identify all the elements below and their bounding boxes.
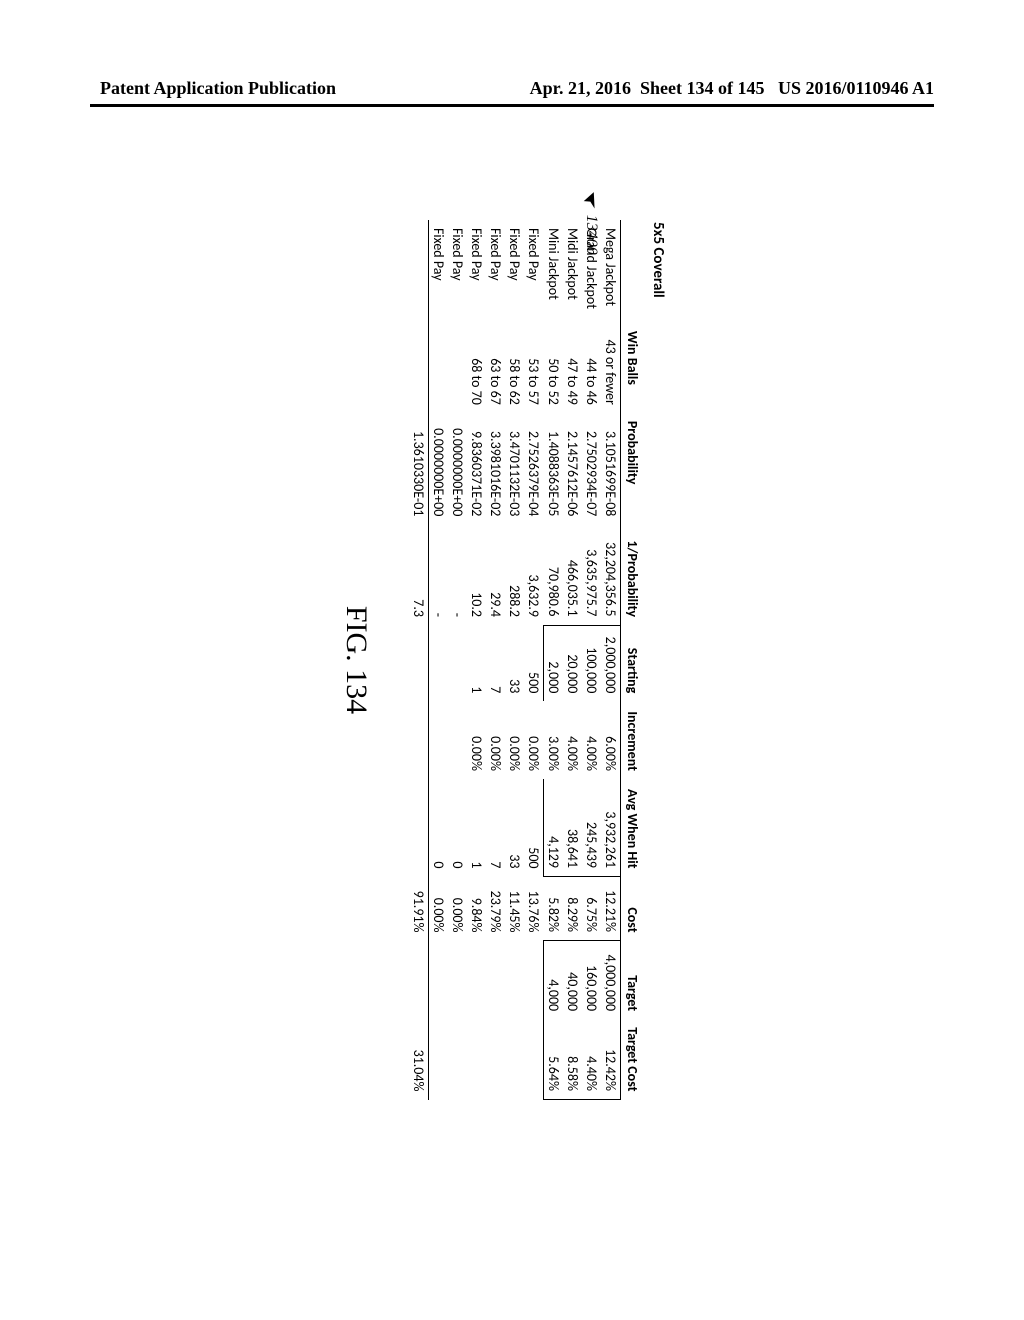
- table-row: Mini Jackpot50 to 521.4088363E-0570,980.…: [544, 220, 564, 1100]
- col-win-balls: Win Balls: [621, 323, 644, 413]
- table-row: Fixed Pay58 to 623.4701132E-03288.2330.0…: [505, 220, 524, 1100]
- col-target-cost: Target Cost: [621, 1019, 644, 1099]
- table-row: Fixed Pay0.0000000E+00-00.00%: [448, 220, 467, 1100]
- table-row: Mega Jackpot43 or fewer3.1051699E-0832,2…: [601, 220, 621, 1100]
- table-row: Fixed Pay53 to 572.7526379E-043,632.9500…: [524, 220, 544, 1100]
- figure-wrapper: ➤13400 5x5 Coverall Win Balls Probabilit…: [0, 160, 1024, 1160]
- figure-content: ➤13400 5x5 Coverall Win Balls Probabilit…: [339, 220, 685, 1100]
- figure-number: FIG. 134: [339, 220, 373, 1100]
- header-pubnum: US 2016/0110946 A1: [778, 78, 934, 98]
- paytable: Win Balls Probability 1/Probability Star…: [409, 220, 643, 1100]
- col-starting: Starting: [621, 625, 644, 701]
- col-target: Target: [621, 941, 644, 1020]
- table-body: Mega Jackpot43 or fewer3.1051699E-0832,2…: [409, 220, 621, 1100]
- col-avg-when-hit: Avg When Hit: [621, 779, 644, 877]
- col-cost: Cost: [621, 877, 644, 941]
- header-left: Patent Application Publication: [100, 78, 336, 99]
- header-rule: [90, 104, 934, 107]
- col-increment: Increment: [621, 701, 644, 779]
- col-probability: Probability: [621, 413, 644, 525]
- table-row: Fixed Pay0.0000000E+00-00.00%: [429, 220, 449, 1100]
- patent-page: Patent Application Publication Apr. 21, …: [0, 0, 1024, 1320]
- table-row: Fixed Pay63 to 673.3981016E-0229.470.00%…: [486, 220, 505, 1100]
- col-inv-probability: 1/Probability: [621, 524, 644, 625]
- reference-number: ➤13400: [578, 192, 603, 255]
- table-row: Grand Jackpot44 to 462.7502934E-073,635,…: [582, 220, 601, 1100]
- col-name: [621, 220, 644, 323]
- leader-arrow-icon: ➤: [576, 188, 605, 212]
- header-right: Apr. 21, 2016 Sheet 134 of 145 US 2016/0…: [530, 78, 934, 99]
- header-date: Apr. 21, 2016: [530, 78, 631, 98]
- section-title: 5x5 Coverall: [649, 222, 667, 1100]
- table-row: Midi Jackpot47 to 492.1457612E-06466,035…: [563, 220, 582, 1100]
- table-header-row: Win Balls Probability 1/Probability Star…: [621, 220, 644, 1100]
- totals-row: 1.3610330E-017.391.91%31.04%: [409, 220, 429, 1100]
- table-row: Fixed Pay68 to 709.8360371E-0210.210.00%…: [467, 220, 486, 1100]
- page-header: Patent Application Publication Apr. 21, …: [0, 78, 1024, 99]
- header-sheet: Sheet 134 of 145: [640, 78, 765, 98]
